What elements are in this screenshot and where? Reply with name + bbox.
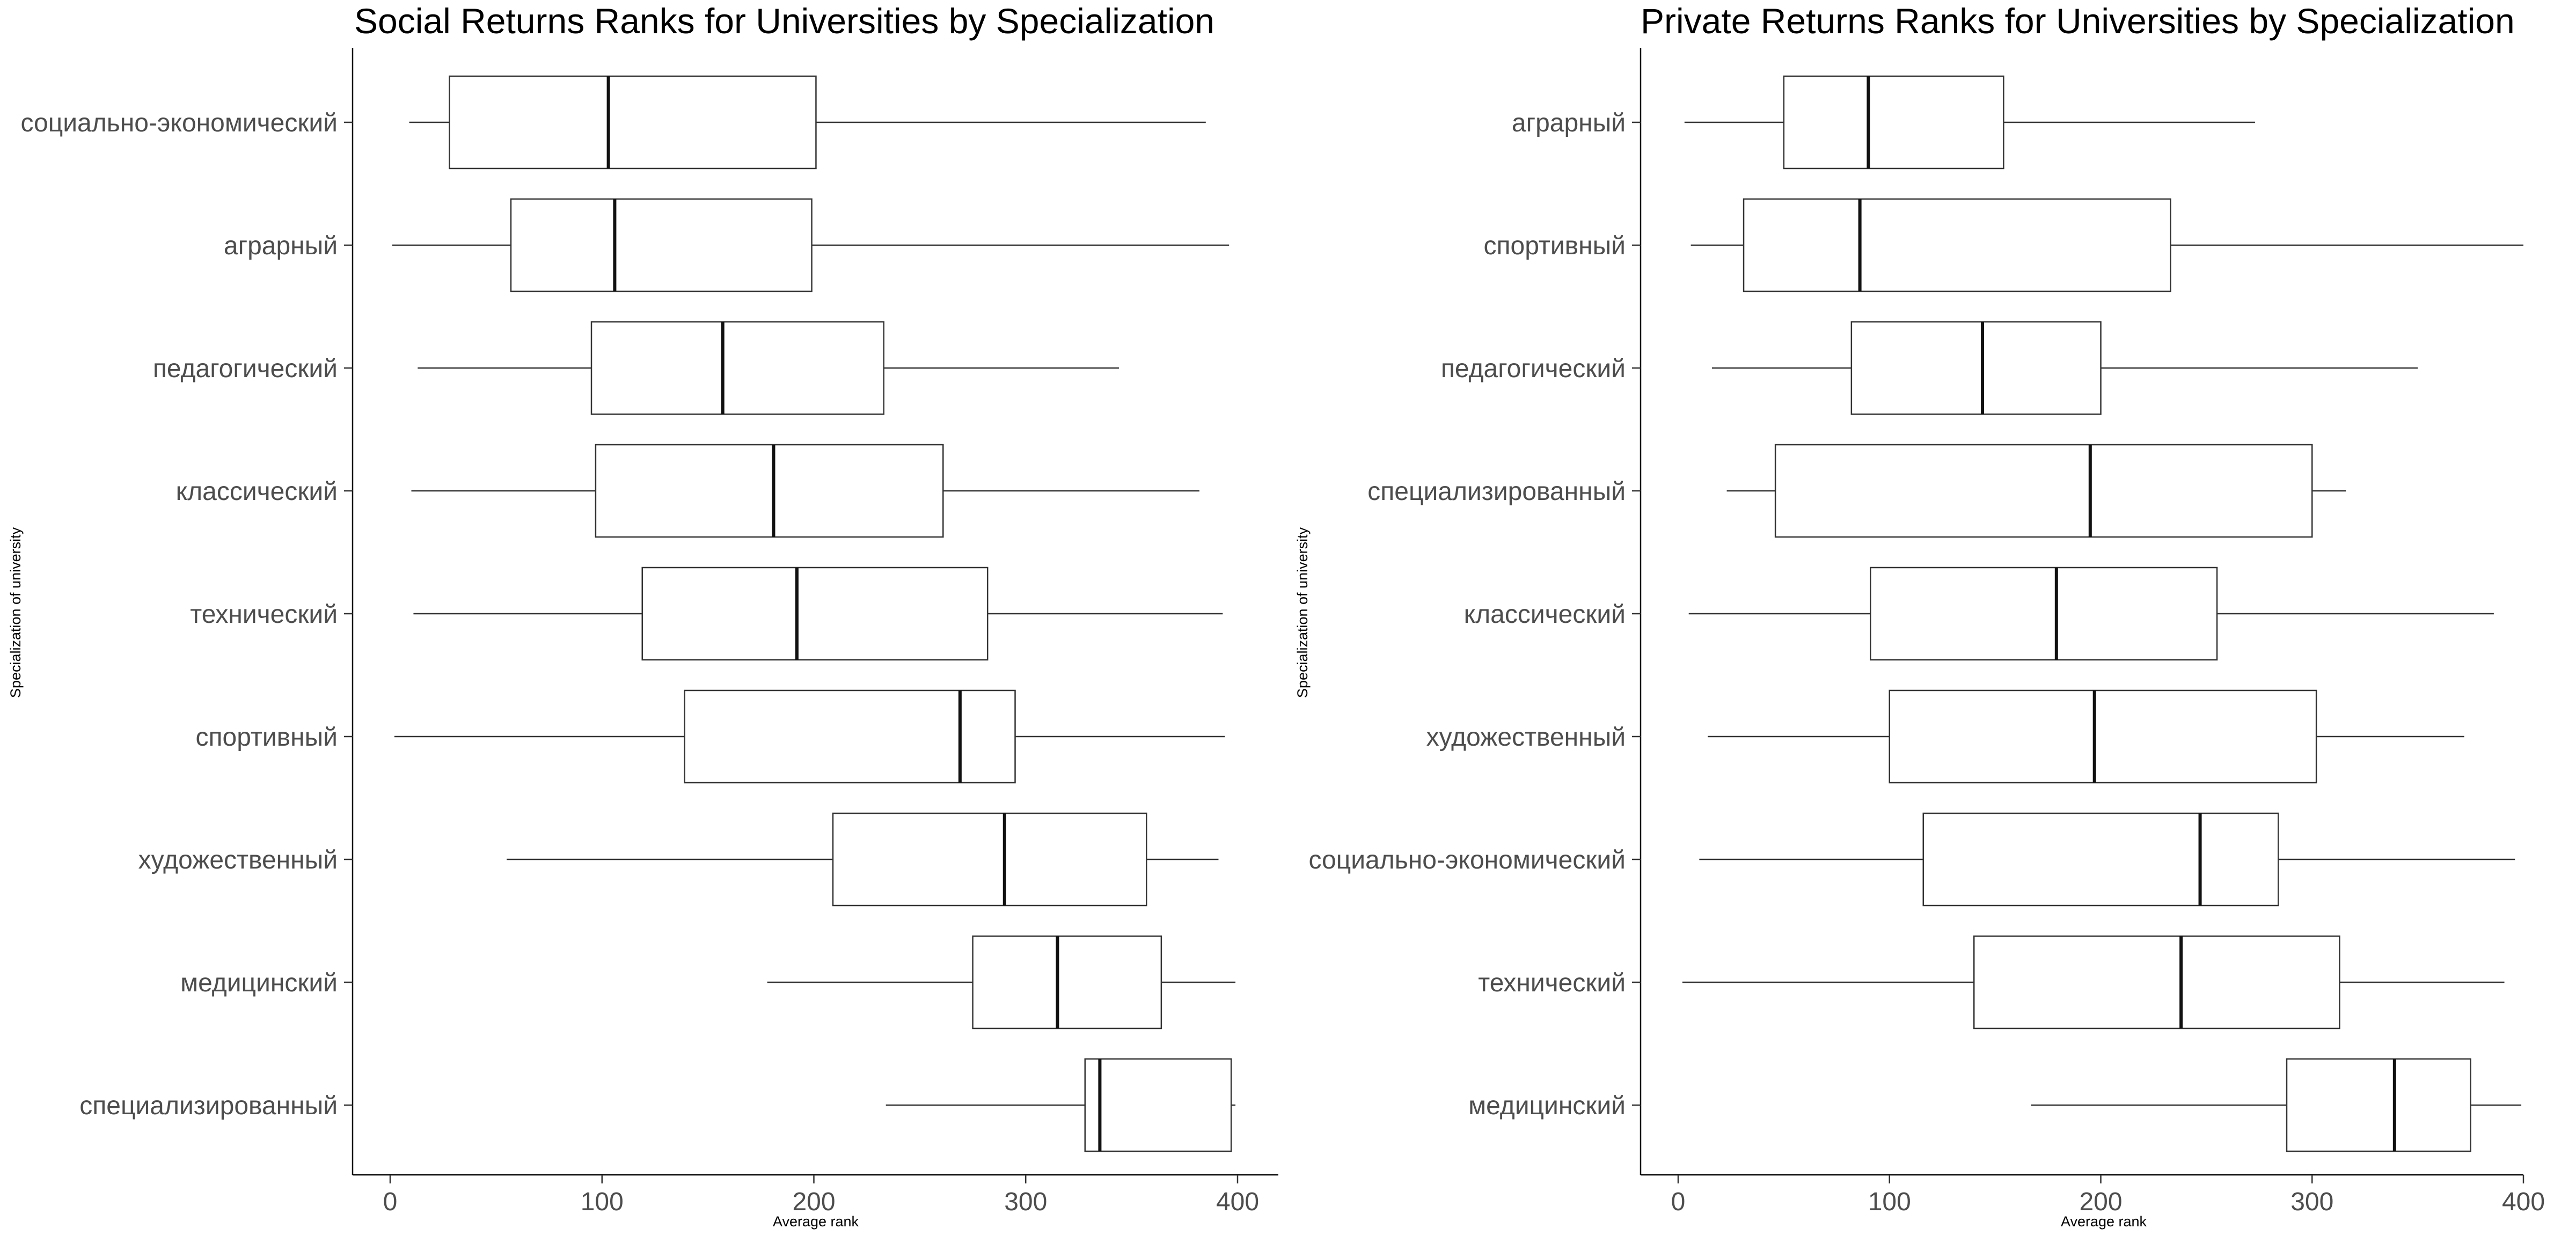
x-tick-label: 400 bbox=[1216, 1188, 1259, 1216]
box-iqr bbox=[1743, 198, 2171, 292]
x-tick-label: 0 bbox=[383, 1188, 398, 1216]
x-axis-label-social: Average rank bbox=[773, 1213, 859, 1230]
y-axis-label-private: Specialization of university bbox=[1294, 527, 1311, 698]
category-label: спортивный bbox=[196, 723, 338, 752]
category-label: спортивный bbox=[1484, 232, 1626, 260]
x-tick-label: 200 bbox=[792, 1188, 835, 1216]
box-iqr bbox=[1889, 689, 2317, 784]
category-label: технический bbox=[190, 600, 338, 629]
category-label: специализированный bbox=[79, 1092, 338, 1120]
category-label: классический bbox=[1464, 600, 1626, 629]
box-iqr bbox=[1774, 444, 2313, 538]
box-iqr bbox=[510, 198, 813, 292]
x-tick-label: 100 bbox=[1868, 1188, 1911, 1216]
category-label: социально-экономический bbox=[20, 109, 338, 137]
box-iqr bbox=[641, 566, 989, 661]
x-tick-label: 300 bbox=[1004, 1188, 1047, 1216]
category-label: художественный bbox=[1426, 723, 1626, 752]
x-axis-label-private: Average rank bbox=[2061, 1213, 2147, 1230]
category-label: медицинский bbox=[1468, 1092, 1626, 1120]
y-axis-label-social: Specialization of university bbox=[8, 527, 24, 698]
category-label: медицинский bbox=[180, 969, 338, 997]
category-label: художественный bbox=[138, 846, 338, 874]
category-label: педагогический bbox=[153, 355, 338, 383]
category-label: аграрный bbox=[1512, 109, 1626, 137]
box-iqr bbox=[1870, 566, 2218, 661]
social-returns-panel: Social Returns Ranks for Universities by… bbox=[8, 1, 1278, 1230]
x-tick-label: 400 bbox=[2502, 1188, 2545, 1216]
category-label: педагогический bbox=[1441, 355, 1626, 383]
x-tick-label: 0 bbox=[1671, 1188, 1686, 1216]
chart-title-social: Social Returns Ranks for Universities by… bbox=[354, 1, 1214, 41]
category-label: социально-экономический bbox=[1308, 846, 1626, 874]
x-tick-label: 200 bbox=[2079, 1188, 2122, 1216]
chart-title-private: Private Returns Ranks for Universities b… bbox=[1641, 1, 2515, 41]
box-iqr bbox=[832, 812, 1147, 907]
box-iqr bbox=[449, 75, 817, 170]
category-label: специализированный bbox=[1367, 477, 1626, 506]
box-iqr bbox=[972, 935, 1162, 1029]
box-iqr bbox=[595, 444, 944, 538]
category-label: технический bbox=[1478, 969, 1626, 997]
box-iqr bbox=[2286, 1058, 2471, 1152]
category-label: классический bbox=[176, 477, 338, 506]
box-iqr bbox=[1850, 321, 2102, 415]
box-iqr bbox=[1084, 1058, 1232, 1152]
box-iqr bbox=[590, 321, 885, 415]
box-iqr bbox=[1922, 812, 2279, 907]
x-tick-label: 300 bbox=[2290, 1188, 2333, 1216]
category-label: аграрный bbox=[224, 232, 338, 260]
box-iqr bbox=[1973, 935, 2340, 1029]
private-returns-panel: Private Returns Ranks for Universities b… bbox=[1294, 1, 2545, 1230]
x-tick-label: 100 bbox=[581, 1188, 624, 1216]
box-iqr bbox=[684, 689, 1016, 784]
box-iqr bbox=[1783, 75, 2004, 170]
